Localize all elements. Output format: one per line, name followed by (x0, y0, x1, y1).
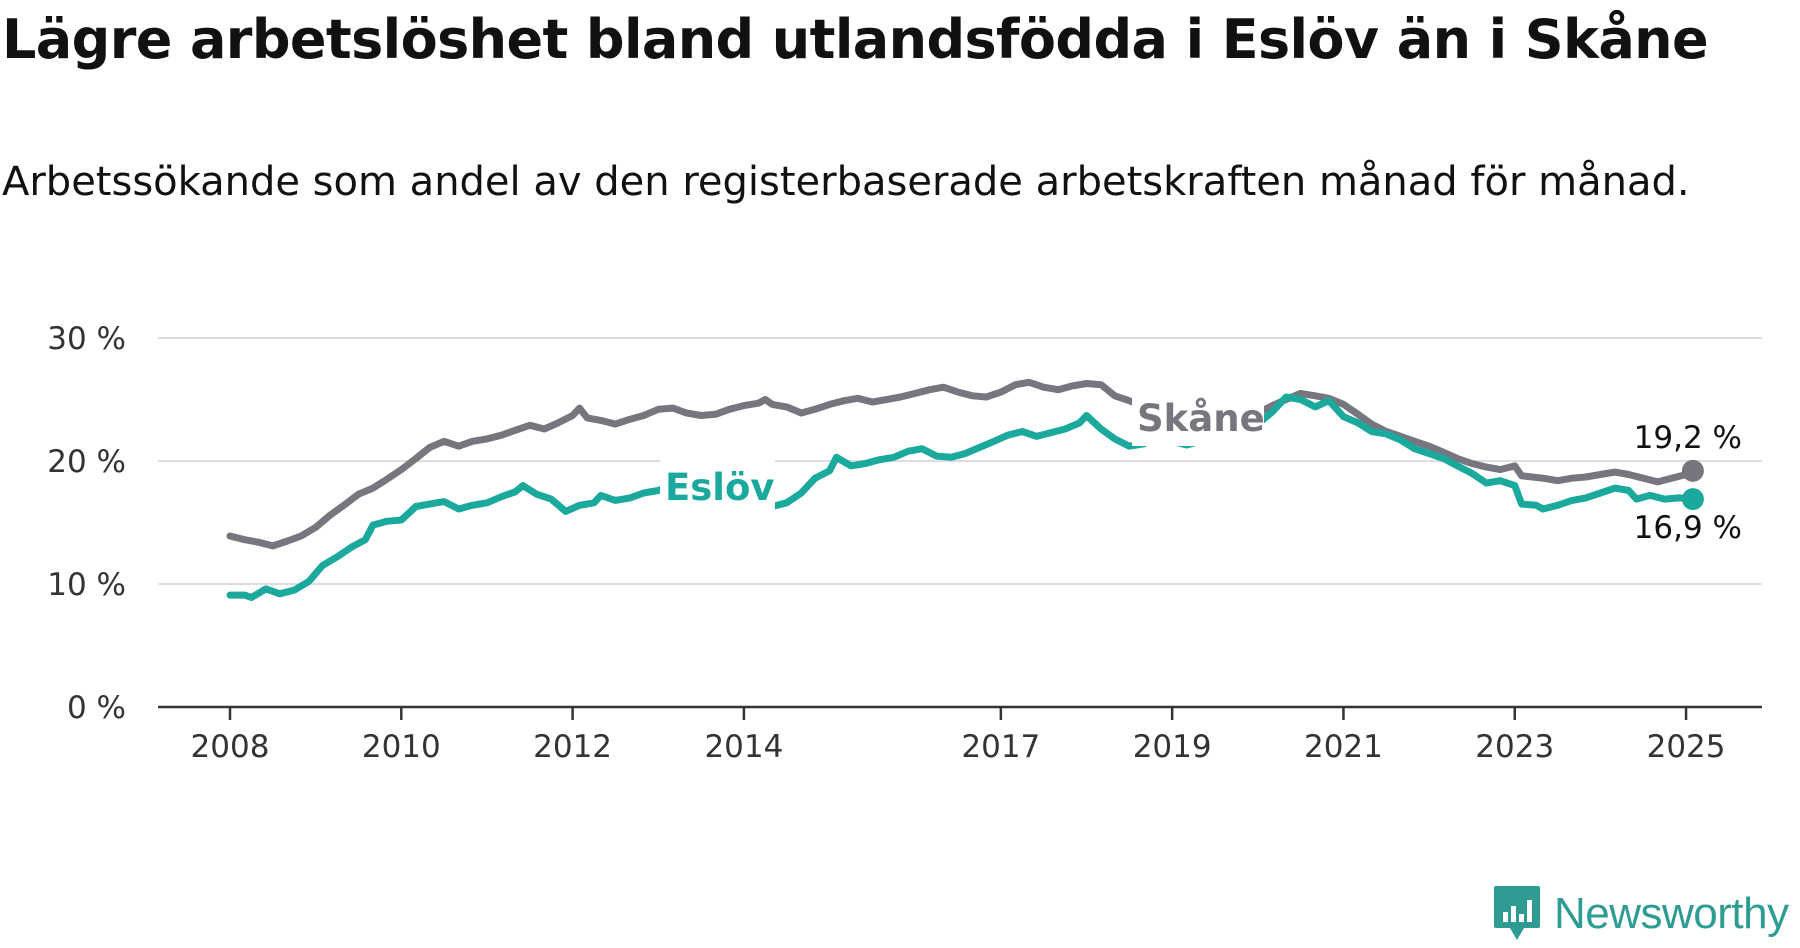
end-value-label-eslov: 16,9 % (1634, 510, 1742, 546)
y-tick-label: 20 % (47, 444, 126, 480)
series-end-point-eslov (1681, 488, 1704, 511)
y-tick-label: 0 % (67, 690, 126, 726)
newsworthy-logo-icon (1494, 886, 1540, 940)
newsworthy-brand: Newsworthy (1492, 884, 1789, 944)
series-end-point-skane (1681, 459, 1704, 482)
x-tick-label: 2008 (191, 729, 270, 765)
series-line-skane (226, 378, 1697, 550)
chart-title: Lägre arbetslöshet bland utlandsfödda i … (2, 8, 1709, 71)
x-tick-label: 2017 (961, 729, 1040, 765)
x-tick-label: 2012 (533, 729, 612, 765)
x-tick-label: 2019 (1133, 729, 1212, 765)
x-tick-label: 2025 (1647, 729, 1726, 765)
x-tick-label: 2023 (1475, 729, 1554, 765)
series-line-eslov (226, 393, 1697, 601)
x-tick-label: 2014 (704, 729, 783, 765)
series-label-skane: Skåne (1137, 397, 1265, 440)
end-value-label-skane: 19,2 % (1634, 420, 1742, 456)
y-tick-label: 30 % (47, 321, 126, 357)
chart-subtitle: Arbetssökande som andel av den registerb… (2, 159, 1690, 205)
x-tick-label: 2021 (1304, 729, 1383, 765)
series-label-eslov: Eslöv (665, 466, 775, 509)
brand-name: Newsworthy (1554, 889, 1789, 938)
label-background (1132, 392, 1264, 446)
y-tick-label: 10 % (47, 567, 126, 603)
label-background (660, 460, 775, 514)
x-tick-label: 2010 (362, 729, 441, 765)
